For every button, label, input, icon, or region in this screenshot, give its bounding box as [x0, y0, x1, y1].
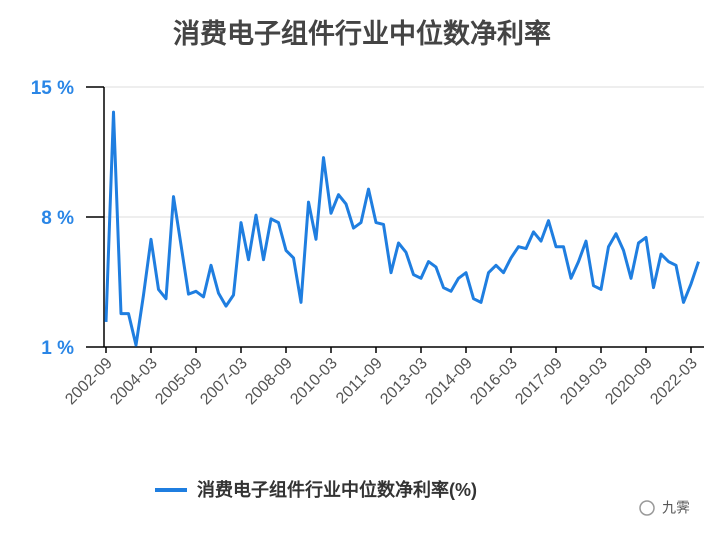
watermark-text: 九霁	[662, 500, 690, 516]
watermark: 九霁	[639, 500, 690, 516]
x-tick-label: 2022-03	[647, 355, 701, 409]
x-tick-label: 2004-03	[107, 355, 161, 409]
watermark-icon	[639, 500, 655, 516]
legend-label: 消费电子组件行业中位数净利率(%)	[197, 479, 477, 500]
x-tick-label: 2007-03	[197, 355, 251, 409]
x-tick-label: 2002-09	[62, 355, 116, 409]
y-tick-label: 8 %	[41, 208, 74, 229]
x-tick-label: 2020-09	[602, 355, 656, 409]
x-tick-label: 2016-03	[467, 355, 521, 409]
series-line	[104, 110, 700, 347]
x-tick-label: 2005-09	[152, 355, 206, 409]
y-tick-label: 1 %	[41, 338, 74, 359]
x-tick-label: 2008-09	[242, 355, 296, 409]
y-tick-label: 15 %	[31, 78, 74, 99]
x-tick-label: 2019-03	[557, 355, 611, 409]
x-tick-label: 2014-09	[422, 355, 476, 409]
x-tick-label: 2010-03	[287, 355, 341, 409]
x-tick-label: 2017-09	[512, 355, 566, 409]
chart-title: 消费电子组件行业中位数净利率	[173, 18, 551, 49]
x-tick-label: 2011-09	[333, 355, 386, 408]
x-tick-label: 2013-03	[377, 355, 431, 409]
